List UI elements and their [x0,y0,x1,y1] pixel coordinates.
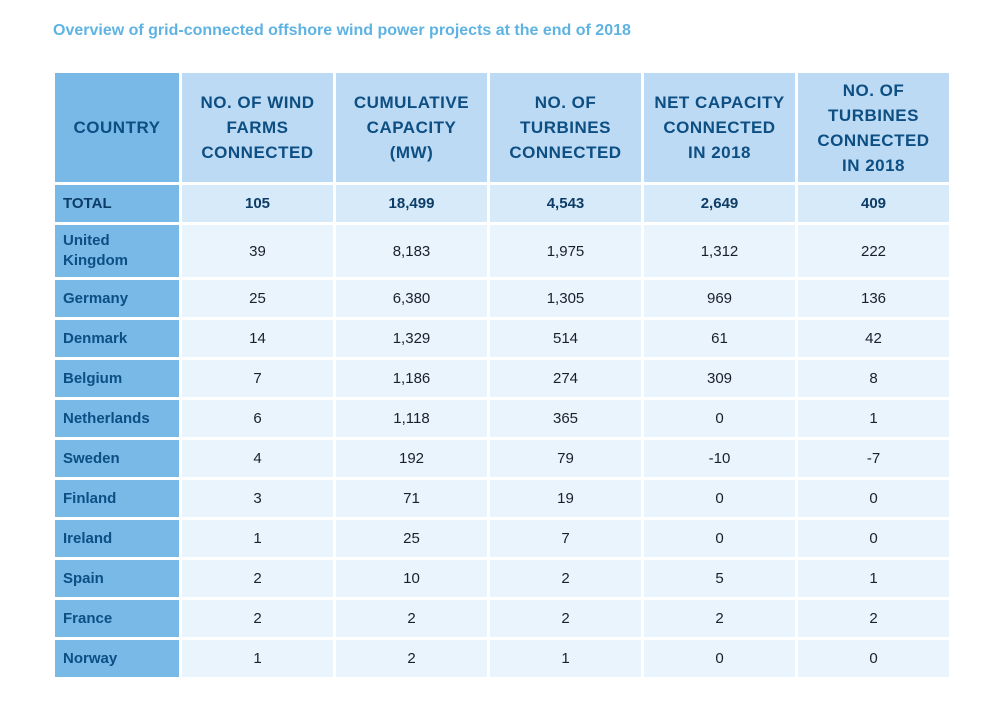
table-row: Denmark 14 1,329 514 61 42 [55,320,949,357]
turbines-2018-cell: 1 [798,400,949,437]
turbines-2018-cell: 42 [798,320,949,357]
header-cumulative-capacity: CUMULATIVE CAPACITY (MW) [336,73,487,182]
net-capacity-2018-cell: 0 [644,520,795,557]
net-capacity-2018-cell: 5 [644,560,795,597]
country-cell: France [55,600,179,637]
turbines-2018-cell: 222 [798,225,949,277]
cumulative-capacity-cell: 25 [336,520,487,557]
wind-farms-cell: 25 [182,280,333,317]
turbines-2018-cell: 0 [798,520,949,557]
table-row: Ireland 1 25 7 0 0 [55,520,949,557]
turbines-cell: 2 [490,560,641,597]
cumulative-capacity-cell: 8,183 [336,225,487,277]
turbines-cell: 514 [490,320,641,357]
table-row: Netherlands 6 1,118 365 0 1 [55,400,949,437]
country-cell: Ireland [55,520,179,557]
country-cell: Belgium [55,360,179,397]
wind-farms-cell: 4 [182,440,333,477]
net-capacity-2018-cell: 1,312 [644,225,795,277]
table-row: United Kingdom 39 8,183 1,975 1,312 222 [55,225,949,277]
wind-farms-cell: 3 [182,480,333,517]
wind-farms-cell: 7 [182,360,333,397]
net-capacity-2018-cell: 2,649 [644,185,795,222]
turbines-cell: 4,543 [490,185,641,222]
country-cell: TOTAL [55,185,179,222]
cumulative-capacity-cell: 6,380 [336,280,487,317]
table-row: Sweden 4 192 79 -10 -7 [55,440,949,477]
country-cell: Netherlands [55,400,179,437]
turbines-cell: 2 [490,600,641,637]
header-wind-farms: NO. OF WIND FARMS CONNECTED [182,73,333,182]
turbines-cell: 1 [490,640,641,677]
turbines-cell: 19 [490,480,641,517]
table-row: Germany 25 6,380 1,305 969 136 [55,280,949,317]
cumulative-capacity-cell: 2 [336,600,487,637]
header-net-capacity-2018: NET CAPACITY CONNECTED IN 2018 [644,73,795,182]
wind-farms-cell: 1 [182,640,333,677]
turbines-cell: 274 [490,360,641,397]
net-capacity-2018-cell: 61 [644,320,795,357]
cumulative-capacity-cell: 1,186 [336,360,487,397]
wind-farms-cell: 2 [182,560,333,597]
table-row: France 2 2 2 2 2 [55,600,949,637]
cumulative-capacity-cell: 10 [336,560,487,597]
net-capacity-2018-cell: 2 [644,600,795,637]
cumulative-capacity-cell: 192 [336,440,487,477]
table-row: Norway 1 2 1 0 0 [55,640,949,677]
turbines-cell: 1,305 [490,280,641,317]
turbines-2018-cell: 2 [798,600,949,637]
country-cell: Norway [55,640,179,677]
country-cell: Germany [55,280,179,317]
net-capacity-2018-cell: 0 [644,400,795,437]
cumulative-capacity-cell: 2 [336,640,487,677]
page-title: Overview of grid-connected offshore wind… [53,22,631,39]
table-row: Spain 2 10 2 5 1 [55,560,949,597]
header-turbines: NO. OF TURBINES CONNECTED [490,73,641,182]
country-cell: Spain [55,560,179,597]
table-row: Belgium 7 1,186 274 309 8 [55,360,949,397]
cumulative-capacity-cell: 71 [336,480,487,517]
turbines-cell: 7 [490,520,641,557]
net-capacity-2018-cell: 0 [644,480,795,517]
cumulative-capacity-cell: 1,329 [336,320,487,357]
offshore-wind-table: COUNTRY NO. OF WIND FARMS CONNECTED CUMU… [52,70,952,680]
wind-farms-cell: 2 [182,600,333,637]
country-cell: United Kingdom [55,225,179,277]
turbines-2018-cell: 0 [798,480,949,517]
wind-farms-cell: 14 [182,320,333,357]
table-row-total: TOTAL 105 18,499 4,543 2,649 409 [55,185,949,222]
net-capacity-2018-cell: 0 [644,640,795,677]
wind-farms-cell: 6 [182,400,333,437]
net-capacity-2018-cell: 969 [644,280,795,317]
cumulative-capacity-cell: 1,118 [336,400,487,437]
header-turbines-2018: NO. OF TURBINES CONNECTED IN 2018 [798,73,949,182]
country-cell: Denmark [55,320,179,357]
country-cell: Finland [55,480,179,517]
wind-farms-cell: 1 [182,520,333,557]
net-capacity-2018-cell: 309 [644,360,795,397]
turbines-cell: 79 [490,440,641,477]
turbines-2018-cell: 136 [798,280,949,317]
header-country: COUNTRY [55,73,179,182]
turbines-2018-cell: 409 [798,185,949,222]
country-cell: Sweden [55,440,179,477]
wind-farms-cell: 105 [182,185,333,222]
wind-farms-cell: 39 [182,225,333,277]
cumulative-capacity-cell: 18,499 [336,185,487,222]
table-row: Finland 3 71 19 0 0 [55,480,949,517]
turbines-cell: 365 [490,400,641,437]
turbines-2018-cell: 8 [798,360,949,397]
turbines-2018-cell: -7 [798,440,949,477]
header-row: COUNTRY NO. OF WIND FARMS CONNECTED CUMU… [55,73,949,182]
net-capacity-2018-cell: -10 [644,440,795,477]
turbines-2018-cell: 1 [798,560,949,597]
turbines-2018-cell: 0 [798,640,949,677]
turbines-cell: 1,975 [490,225,641,277]
